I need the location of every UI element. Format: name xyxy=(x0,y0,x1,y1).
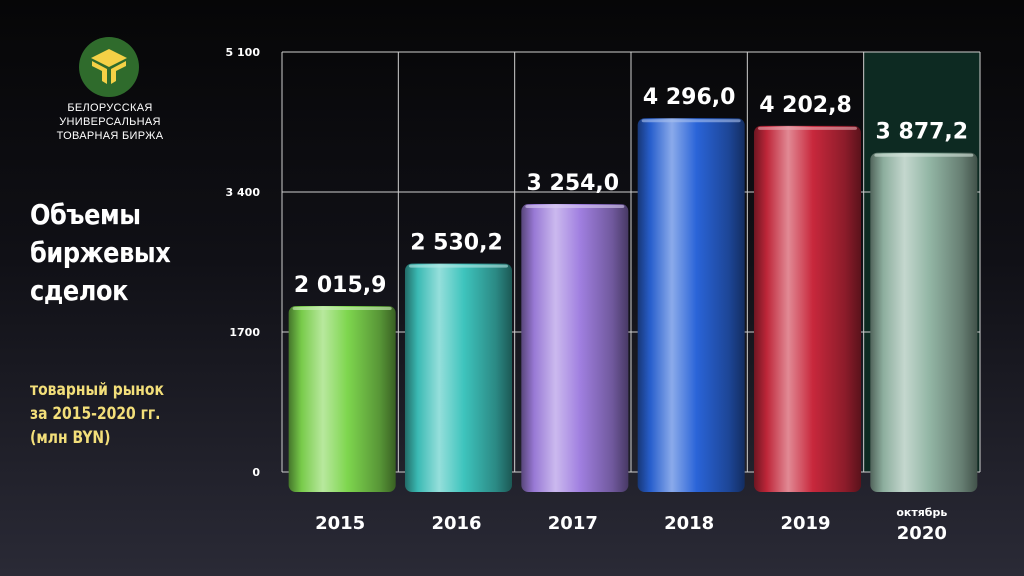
y-tick-label: 3 400 xyxy=(226,186,261,199)
org-name-line: УНИВЕРСАЛЬНАЯ xyxy=(59,116,161,128)
bar-2020 xyxy=(870,152,978,492)
value-label: 4 202,8 xyxy=(759,93,852,118)
bar-2019 xyxy=(753,125,862,493)
subtitle-line: (млн BYN) xyxy=(30,428,111,448)
value-label: 4 296,0 xyxy=(643,85,736,110)
subtitle-line: товарный рынок xyxy=(30,380,164,400)
y-tick-label: 1700 xyxy=(229,326,260,339)
y-tick-label: 5 100 xyxy=(226,46,261,59)
y-tick-label: 0 xyxy=(252,466,260,479)
bar-2015 xyxy=(288,305,396,492)
bar-highlight xyxy=(757,126,858,130)
butb-logo-icon xyxy=(79,37,139,97)
value-label: 3 254,0 xyxy=(527,171,620,196)
value-label: 3 877,2 xyxy=(876,120,969,145)
slide-subtitle: товарный рынок за 2015-2020 гг. (млн BYN… xyxy=(30,378,164,450)
bar-highlight xyxy=(874,153,974,157)
value-label: 2 015,9 xyxy=(294,273,387,298)
bar-2017 xyxy=(521,204,629,492)
x-category-label: 2020 xyxy=(897,523,947,544)
bar-2018 xyxy=(637,118,745,492)
slide-title: Объемы биржевых сделок xyxy=(30,196,171,310)
x-category-label: 2019 xyxy=(780,513,830,534)
bar-highlight xyxy=(525,205,625,209)
organization-name: БЕЛОРУССКАЯ УНИВЕРСАЛЬНАЯ ТОВАРНАЯ БИРЖА xyxy=(40,101,180,143)
bar-highlight xyxy=(292,306,392,310)
x-category-sublabel: октябрь xyxy=(896,506,947,519)
x-category-label: 2017 xyxy=(548,513,598,534)
x-category-label: 2016 xyxy=(431,513,481,534)
x-category-label: 2015 xyxy=(315,513,365,534)
title-line: сделок xyxy=(30,274,128,307)
bar-highlight xyxy=(641,119,741,123)
subtitle-line: за 2015-2020 гг. xyxy=(30,404,161,424)
bar-2016 xyxy=(404,263,513,492)
bar-highlight xyxy=(408,264,509,268)
x-category-label: 2018 xyxy=(664,513,714,534)
title-line: Объемы xyxy=(30,198,141,231)
value-label: 2 530,2 xyxy=(410,231,503,256)
org-name-line: БЕЛОРУССКАЯ xyxy=(67,102,153,114)
title-line: биржевых xyxy=(30,236,171,269)
org-name-line: ТОВАРНАЯ БИРЖА xyxy=(56,130,164,142)
